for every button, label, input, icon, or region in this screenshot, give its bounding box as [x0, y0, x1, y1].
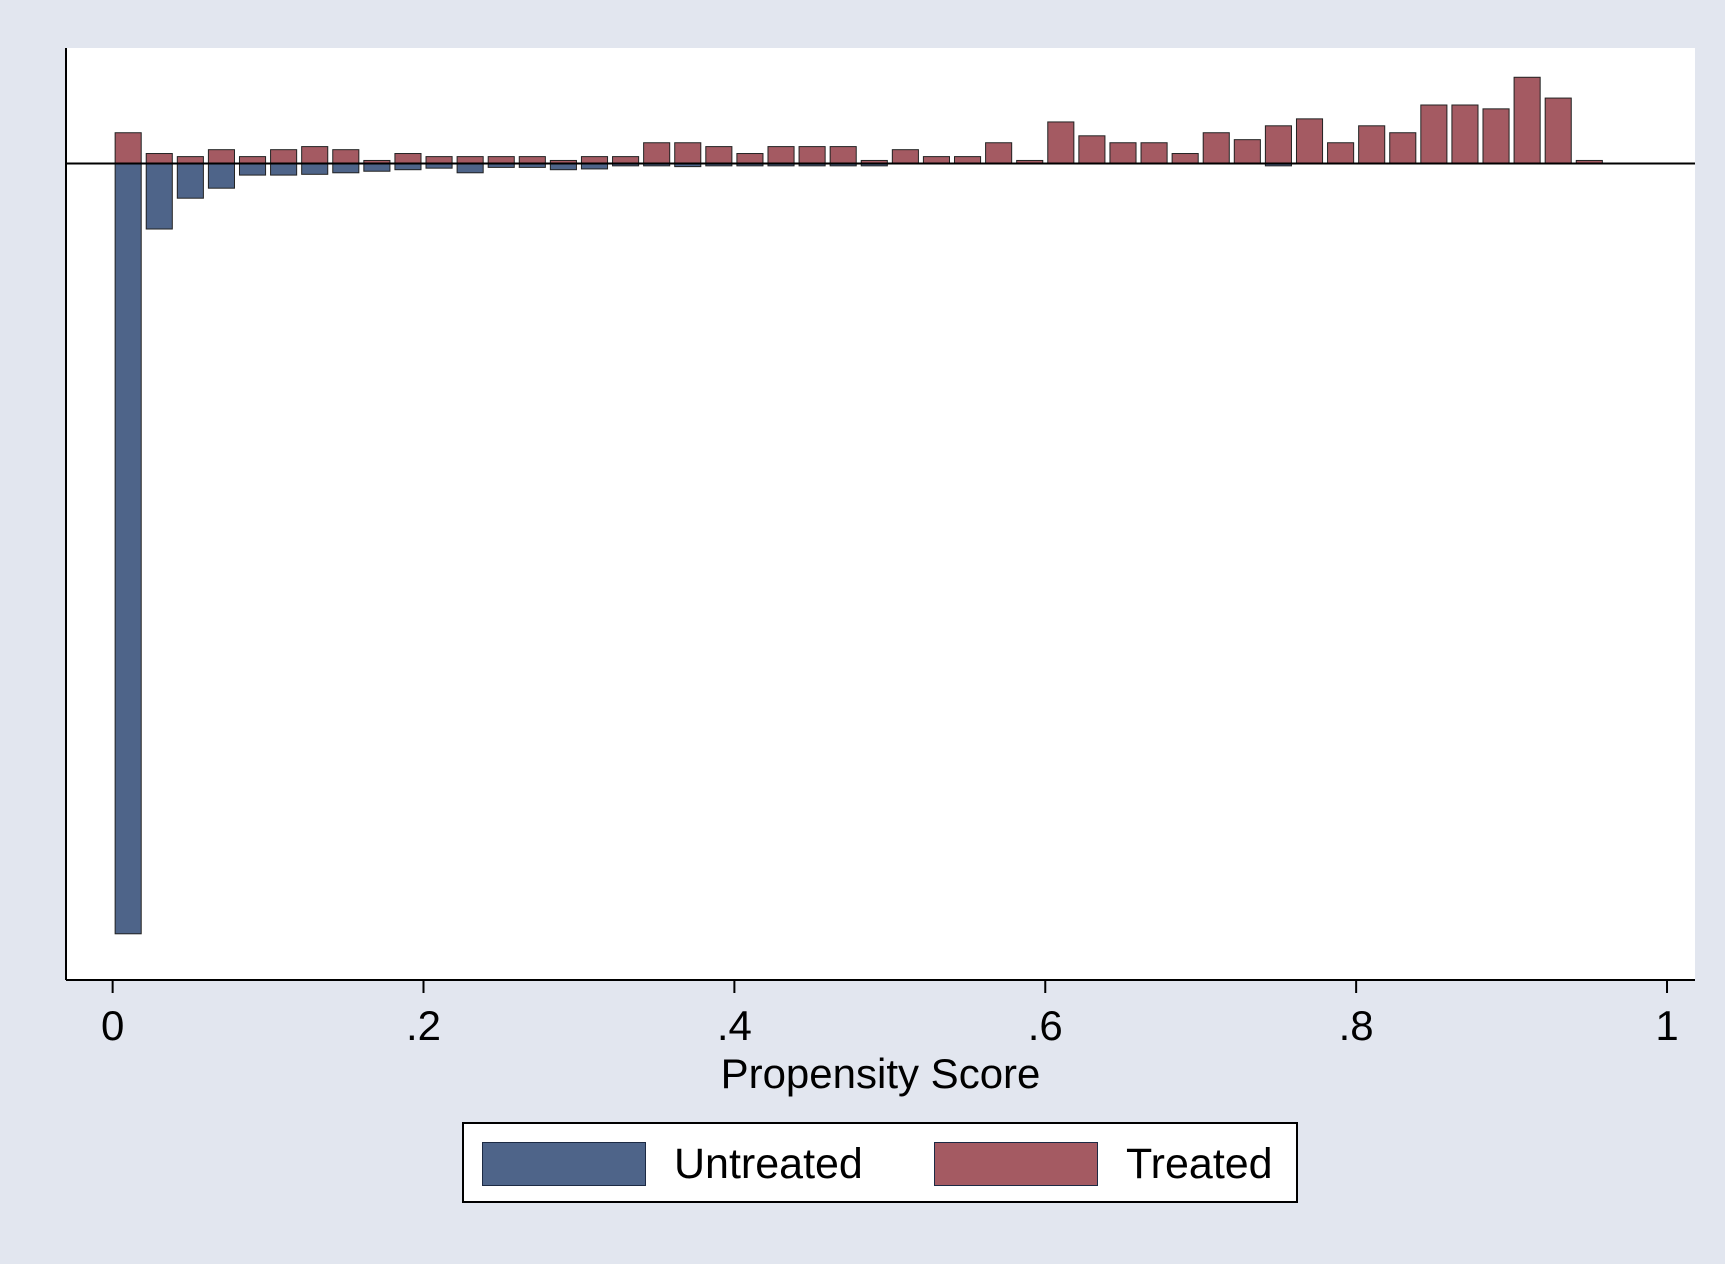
bar-treated [954, 156, 982, 165]
bar-treated [145, 153, 173, 165]
bar-treated [114, 132, 142, 165]
x-ticks: 0 .2 .4 .6 .8 1 [101, 980, 1679, 1049]
bar-treated [487, 156, 515, 165]
bar-treated [1047, 121, 1075, 165]
bar-treated [1264, 125, 1292, 165]
bar-treated [1078, 135, 1106, 165]
bar-treated [1140, 142, 1168, 165]
bar-treated [1295, 118, 1324, 165]
bar-treated [207, 149, 235, 165]
bar-treated [518, 156, 546, 165]
bar-treated [580, 156, 609, 165]
bar-treated [736, 153, 764, 165]
bar-treated [1544, 97, 1572, 165]
x-axis-title: Propensity Score [721, 1050, 1041, 1097]
bar-treated [176, 156, 204, 165]
plot-area [66, 48, 1695, 980]
bar-treated [922, 156, 950, 165]
axes [65, 48, 1695, 981]
bar-treated [1233, 139, 1261, 165]
bar-treated [1327, 142, 1355, 165]
bar-treated [891, 149, 919, 165]
bar-untreated [176, 163, 204, 199]
bar-treated [798, 146, 826, 165]
legend: Untreated Treated [462, 1122, 1298, 1203]
bar-treated [1202, 132, 1230, 165]
bar-treated [456, 156, 484, 165]
bar-treated [767, 146, 795, 165]
bar-untreated [363, 163, 391, 172]
bar-treated [1420, 104, 1448, 165]
x-tick-label: .2 [406, 1002, 441, 1049]
bar-treated [674, 142, 702, 165]
bar-treated [1358, 125, 1386, 165]
bar-treated [612, 156, 640, 165]
x-tick-label: .8 [1339, 1002, 1374, 1049]
x-tick-label: .6 [1028, 1002, 1063, 1049]
bar-untreated [238, 163, 267, 176]
bar-untreated [145, 163, 173, 230]
bar-treated [238, 156, 267, 165]
bar-treated [394, 153, 422, 165]
bar-treated [1109, 142, 1137, 165]
bar-untreated [114, 163, 142, 935]
bar-treated [425, 156, 453, 165]
bar-untreated [270, 163, 298, 176]
bar-treated [1482, 108, 1510, 165]
x-tick-label: 0 [101, 1002, 124, 1049]
bar-treated [1389, 132, 1417, 165]
bar-treated [985, 142, 1013, 165]
bar-treated [301, 146, 329, 165]
legend-swatch-untreated [482, 1142, 646, 1186]
legend-swatch-treated [934, 1142, 1098, 1186]
bar-treated [1171, 153, 1199, 165]
legend-label-treated: Treated [1126, 1140, 1273, 1188]
bar-treated [829, 146, 857, 165]
bar-untreated [301, 163, 329, 175]
bar-untreated [332, 163, 360, 174]
bar-treated [705, 146, 733, 165]
bar-untreated [207, 163, 235, 189]
bar-treated [270, 149, 298, 165]
bars [114, 76, 1603, 935]
bar-treated [1513, 76, 1541, 165]
bar-treated [643, 142, 671, 165]
bar-untreated [456, 163, 484, 174]
bar-treated [1451, 104, 1479, 165]
x-tick-label: 1 [1655, 1002, 1678, 1049]
bar-treated [332, 149, 360, 165]
legend-label-untreated: Untreated [674, 1140, 863, 1188]
x-tick-label: .4 [717, 1002, 752, 1049]
